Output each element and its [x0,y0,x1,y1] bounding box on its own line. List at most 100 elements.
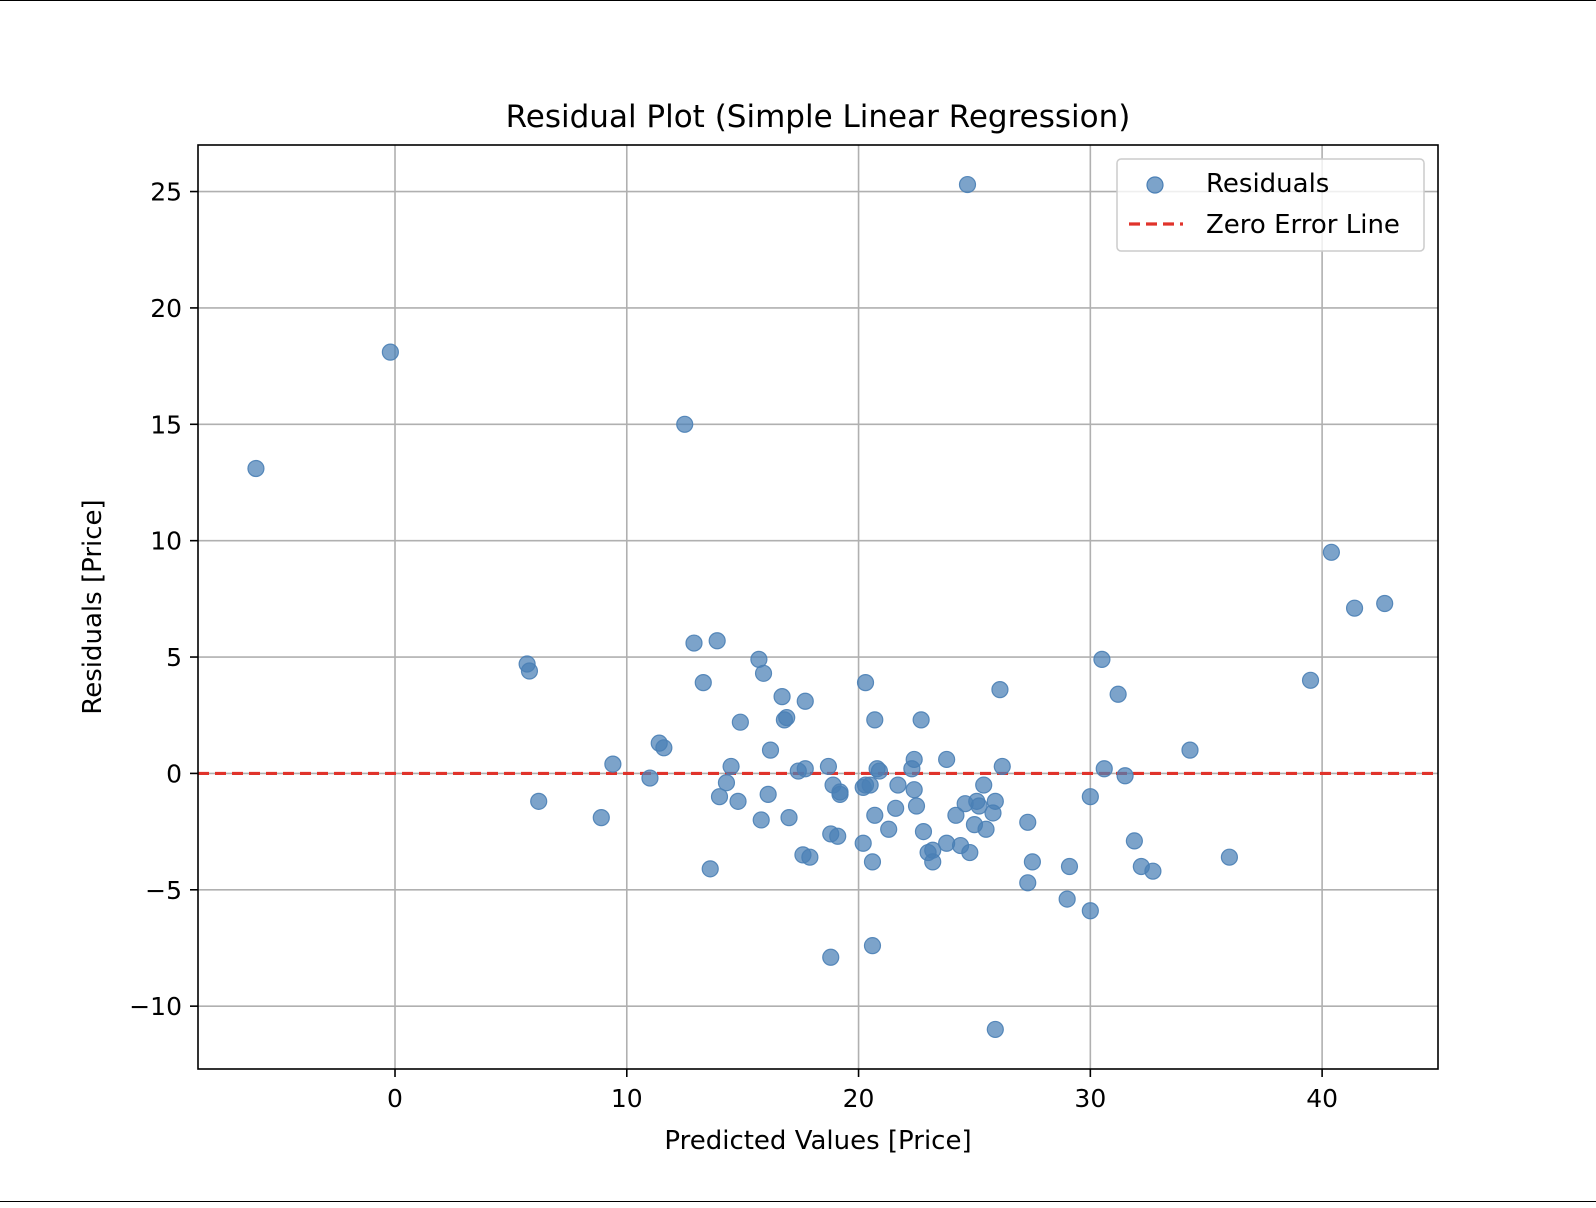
residual-point [947,806,965,824]
residual-point [866,806,884,824]
residual-point [863,853,882,871]
residual-point [641,769,659,787]
residual-point [866,711,884,729]
residual-point [1322,543,1340,561]
residual-point [1058,890,1076,908]
residual-point [717,774,736,792]
residual-point [993,757,1011,776]
residual-point [856,674,875,692]
residual-point [1181,741,1199,759]
y-tick-label: 5 [166,643,182,672]
legend-box [1116,158,1425,252]
residual-point [870,762,889,780]
x-tick-label: 0 [387,1084,403,1113]
residual-point [1376,594,1394,613]
residual-point [731,713,749,731]
residual-point [761,741,780,759]
residual-points [247,175,1394,1039]
residual-point [829,827,847,845]
residual-point [759,785,777,803]
residual-point [991,681,1009,699]
residual-point [1093,650,1111,668]
residual-point [831,785,849,803]
residual-point [701,860,719,878]
residual-point [1023,853,1041,871]
x-axis-label: Predicted Values [Price] [664,1126,971,1156]
residual-point [986,1020,1004,1039]
y-tick-label: 20 [150,294,182,323]
x-tick-label: 40 [1306,1084,1338,1113]
residual-point [889,776,907,794]
residual-point [592,809,610,827]
y-axis-label: Residuals [Price] [78,499,108,714]
y-tick-label: −5 [145,876,182,905]
residual-point [694,674,712,692]
residual-point [604,755,622,773]
y-tick-label: 0 [166,759,182,788]
y-tick-label: −10 [129,992,182,1021]
y-tick-label: 10 [150,527,182,556]
residual-point [778,708,796,727]
legend-residuals-marker [1146,176,1164,194]
residual-point [780,809,798,827]
residual-point [975,776,993,794]
residual-point [247,459,265,478]
residual-point [887,799,905,817]
residual-point [801,848,819,866]
residual-point [752,811,770,829]
residual-point [1081,902,1099,920]
residual-point [958,175,977,194]
x-tick-label: 20 [843,1084,875,1113]
residual-point [907,797,926,815]
residual-point [1345,599,1364,617]
x-tick-label: 10 [611,1084,643,1113]
residual-point [796,692,814,710]
residual-point [1019,813,1037,831]
residual-point [676,415,694,433]
residual-point [655,739,673,757]
residual-point [754,664,773,682]
residual-point [1301,671,1320,689]
y-tick-label: 15 [150,410,182,439]
plot-area-frame [197,144,1439,1070]
residual-point [914,822,933,841]
residual-point [819,757,838,776]
y-axis-ticks: −10 −5 0 5 10 15 20 25 [129,178,198,1021]
residual-point [1081,788,1099,806]
residual-point [905,781,923,799]
residual-point [854,834,872,852]
residual-point [685,634,703,652]
residual-point [773,688,791,706]
residual-point [710,788,729,806]
residual-point [530,792,548,810]
residual-point [1125,832,1143,850]
residual-point [986,792,1004,810]
residual-point [1144,862,1162,880]
residual-point [938,834,956,852]
legend: Residuals Zero Error Line [1116,158,1425,252]
chart-title: Residual Plot (Simple Linear Regression) [506,99,1131,135]
residual-point [520,662,539,680]
residual-point [1116,767,1134,785]
residual-point [1019,874,1037,892]
residual-point [961,843,979,862]
residual-point [977,820,995,838]
residual-point [912,711,930,729]
residual-point [905,750,923,769]
residual-point [1060,857,1079,876]
legend-residuals-label: Residuals [1206,169,1329,199]
legend-zero-line-label: Zero Error Line [1206,210,1400,240]
residual-point [1220,848,1239,866]
residual-point [970,797,988,815]
residual-point [722,757,740,776]
x-tick-label: 30 [1074,1084,1106,1113]
residual-point [1109,685,1127,703]
residual-point [729,792,747,810]
residual-point [796,760,814,778]
residual-point [938,750,956,769]
y-tick-label: 25 [150,178,182,207]
x-axis-ticks: 0 10 20 30 40 [387,1069,1338,1113]
grid-lines [198,145,1438,1069]
residual-point [708,632,726,650]
